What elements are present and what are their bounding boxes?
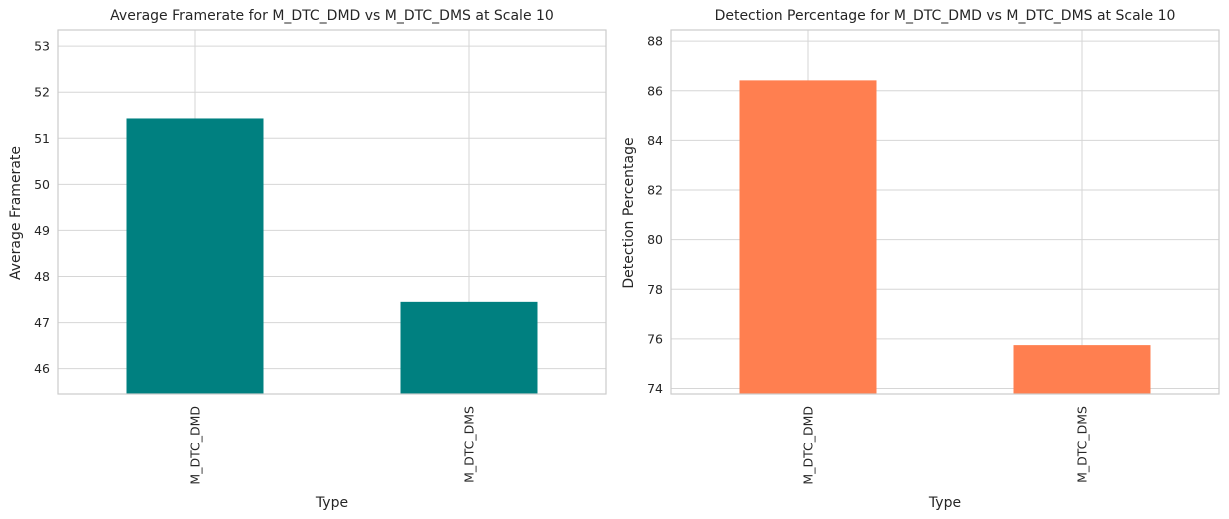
plot-frame <box>670 29 1220 395</box>
x-tick-label: M_DTC_DMD <box>188 406 203 485</box>
y-tick-label: 51 <box>34 131 50 146</box>
y-tick-label: 48 <box>34 269 50 284</box>
y-tick-label: 86 <box>647 83 663 98</box>
x-tick-label: M_DTC_DMS <box>462 406 477 483</box>
bar-m-dtc-dmd <box>739 80 877 395</box>
y-tick-label: 74 <box>647 381 663 396</box>
x-axis-label: Type <box>315 495 348 511</box>
plot-area: 74 76 78 80 82 84 86 88 M_DTC_DMD M_DTC_DMS <box>647 29 1220 485</box>
y-tick-label: 78 <box>647 282 663 297</box>
plot-frame <box>57 29 607 395</box>
chart-title: Detection Percentage for M_DTC_DMD vs M_… <box>715 8 1176 24</box>
chart-title: Average Framerate for M_DTC_DMD vs M_DTC… <box>110 8 554 24</box>
framerate-chart: Average Framerate for M_DTC_DMD vs M_DTC… <box>8 8 607 511</box>
y-tick-label: 88 <box>647 34 663 49</box>
y-tick-label: 76 <box>647 331 663 346</box>
x-tick-label: M_DTC_DMD <box>801 406 816 485</box>
bar-m-dtc-dms <box>400 301 538 394</box>
bar-m-dtc-dmd <box>126 118 264 394</box>
y-tick-label: 46 <box>34 361 50 376</box>
y-tick-label: 82 <box>647 183 663 198</box>
y-tick-label: 52 <box>34 85 50 100</box>
y-axis-label: Average Framerate <box>8 146 24 280</box>
x-axis-label: Type <box>928 495 961 511</box>
plot-area: 46 47 48 49 50 51 52 53 M_DTC_DMD M_DTC_DMS <box>34 29 607 485</box>
detection-chart: Detection Percentage for M_DTC_DMD vs M_… <box>621 8 1220 511</box>
y-tick-label: 53 <box>34 39 50 54</box>
y-tick-label: 50 <box>34 177 50 192</box>
y-axis-label: Detection Percentage <box>621 137 637 288</box>
y-tick-label: 47 <box>34 315 50 330</box>
y-tick-label: 84 <box>647 133 663 148</box>
bar-m-dtc-dms <box>1013 345 1151 394</box>
x-tick-label: M_DTC_DMS <box>1075 406 1090 483</box>
y-tick-label: 80 <box>647 232 663 247</box>
y-tick-label: 49 <box>34 223 50 238</box>
